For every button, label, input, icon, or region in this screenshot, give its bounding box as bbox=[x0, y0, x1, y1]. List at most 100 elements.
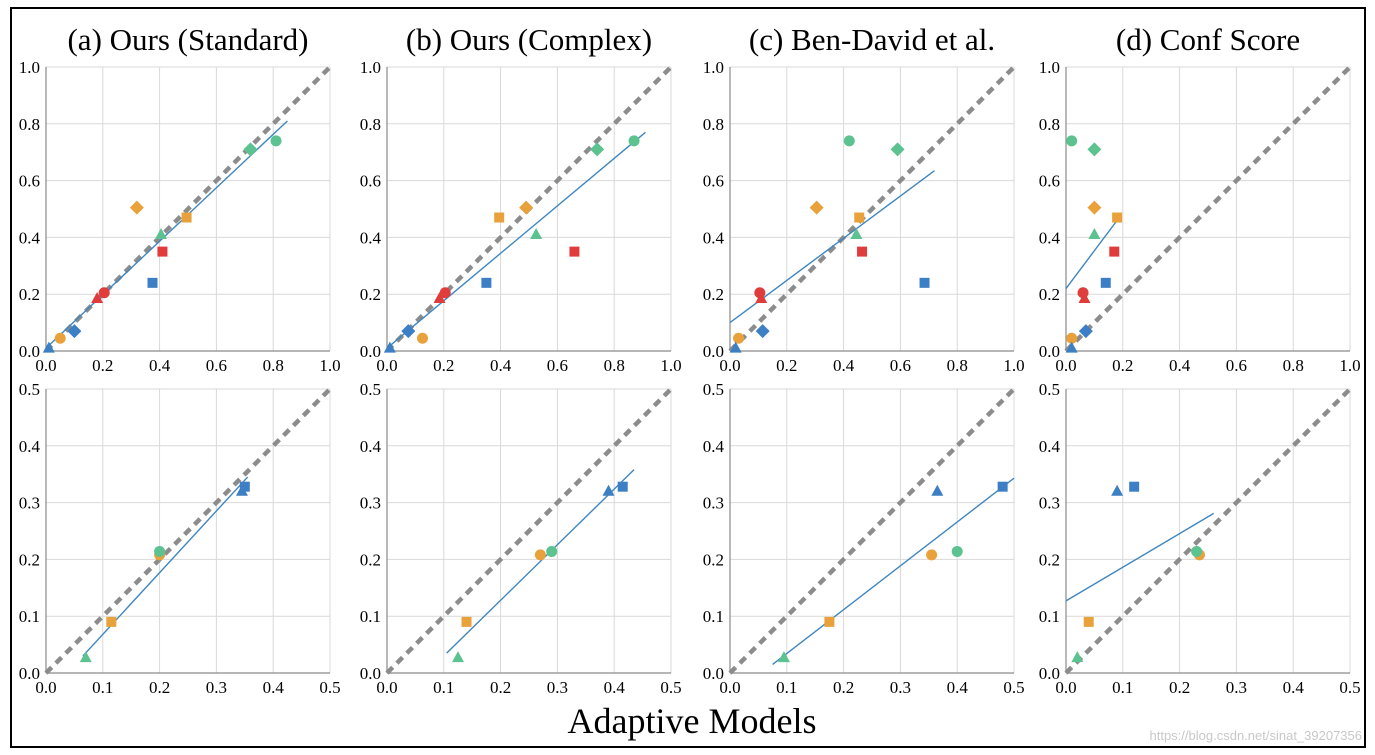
y-tick-label: 0.5 bbox=[19, 380, 40, 399]
y-tick-label: 0.4 bbox=[1039, 437, 1061, 456]
x-tick-label: 1.0 bbox=[1339, 356, 1360, 375]
y-tick-label: 0.3 bbox=[360, 494, 381, 513]
data-point-green-triangle bbox=[79, 651, 92, 663]
x-tick-label: 0.2 bbox=[149, 678, 170, 697]
x-tick-label: 0.0 bbox=[376, 678, 397, 697]
y-tick-label: 0.4 bbox=[1039, 228, 1061, 247]
chart-panel-4: 0.00.0 0.2 0.2 0.4 0.4 0.6 0.6 0.8 0.8 1.0 1.0 (d) … bbox=[1039, 22, 1361, 375]
data-point-blue-square bbox=[239, 481, 250, 492]
y-tick-label: 0.4 bbox=[360, 437, 382, 456]
figure-frame bbox=[10, 7, 1366, 748]
x-tick-label: 0.3 bbox=[1226, 678, 1247, 697]
y-tick-label: 0.1 bbox=[703, 607, 724, 626]
y-tick-label: 0.2 bbox=[703, 550, 724, 569]
y-tick-label: 0.8 bbox=[19, 115, 40, 134]
x-tick-label: 1.0 bbox=[1003, 356, 1024, 375]
data-point-green-triangle bbox=[777, 651, 790, 663]
y-tick-label: 0.0 bbox=[19, 342, 40, 361]
data-point-green-triangle bbox=[155, 228, 168, 240]
y-tick-label: 0.2 bbox=[703, 285, 724, 304]
data-point-green-triangle bbox=[1088, 228, 1101, 240]
chart-panel-5: 0.00.0 0.1 0.1 0.2 0.2 0.3 0.3 0.4 0.4 0.5 0.5 bbox=[19, 380, 341, 697]
data-point-red-square bbox=[857, 246, 868, 257]
y-tick-label: 0.4 bbox=[19, 437, 41, 456]
y-tick-label: 0.1 bbox=[19, 607, 40, 626]
x-tick-label: 0.0 bbox=[35, 356, 56, 375]
x-tick-label: 0.2 bbox=[1112, 356, 1133, 375]
y-tick-label: 0.4 bbox=[19, 228, 41, 247]
y-tick-label: 0.8 bbox=[360, 115, 381, 134]
x-tick-label: 0.2 bbox=[490, 678, 511, 697]
data-point-orange-square bbox=[1083, 616, 1094, 627]
y-tick-label: 0.8 bbox=[703, 115, 724, 134]
y-tick-label: 0.0 bbox=[19, 664, 40, 683]
data-point-red-triangle bbox=[91, 291, 104, 303]
y-tick-label: 0.6 bbox=[1039, 172, 1060, 191]
data-point-green-circle bbox=[154, 545, 166, 557]
data-point-green-triangle bbox=[530, 228, 543, 240]
chart-panel-1: 0.00.0 0.2 0.2 0.4 0.4 0.6 0.6 0.8 0.8 1.0 1.0 (a) … bbox=[19, 22, 341, 375]
data-point-red-circle bbox=[439, 287, 451, 299]
data-point-orange-circle bbox=[54, 332, 66, 344]
x-tick-label: 0.2 bbox=[833, 678, 854, 697]
y-tick-label: 0.2 bbox=[19, 285, 40, 304]
x-tick-label: 0.4 bbox=[947, 678, 969, 697]
data-point-green-triangle bbox=[452, 651, 464, 663]
data-point-green-circle bbox=[628, 135, 640, 147]
data-point-green-circle bbox=[546, 545, 558, 557]
data-point-orange-square bbox=[181, 212, 192, 223]
data-point-red-circle bbox=[98, 287, 110, 299]
data-point-green-circle bbox=[951, 545, 963, 557]
y-tick-label: 0.2 bbox=[1039, 285, 1060, 304]
data-point-orange-circle bbox=[534, 549, 546, 561]
x-tick-label: 0.8 bbox=[947, 356, 968, 375]
data-point-orange-diamond bbox=[1087, 200, 1102, 215]
data-point-blue-triangle bbox=[42, 341, 55, 353]
y-tick-label: 0.6 bbox=[703, 172, 724, 191]
identity-line bbox=[728, 65, 1016, 353]
y-tick-label: 0.0 bbox=[360, 342, 381, 361]
data-point-red-square bbox=[1109, 246, 1120, 257]
panels-group: 0.00.00.20.20.40.40.60.60.80.81.01.0(a) … bbox=[19, 22, 1361, 697]
chart-title: (a) Ours (Standard) bbox=[67, 22, 308, 57]
x-tick-label: 0.2 bbox=[1169, 678, 1190, 697]
x-tick-label: 0.5 bbox=[660, 678, 681, 697]
watermark: https://blog.csdn.net/sinat_39207356 bbox=[1150, 728, 1363, 743]
data-point-blue-triangle bbox=[931, 484, 944, 496]
data-point-green-triangle bbox=[1071, 651, 1084, 663]
data-point-red-circle bbox=[754, 287, 766, 299]
data-point-orange-circle bbox=[1066, 332, 1078, 344]
data-point-blue-square bbox=[617, 481, 628, 492]
y-tick-label: 0.0 bbox=[1039, 342, 1060, 361]
data-point-blue-diamond bbox=[67, 324, 82, 339]
x-tick-label: 0.1 bbox=[1112, 678, 1133, 697]
data-point-orange-circle bbox=[733, 332, 745, 344]
chart-title: (d) Conf Score bbox=[1116, 22, 1300, 57]
x-tick-label: 0.0 bbox=[1055, 356, 1076, 375]
y-tick-label: 0.4 bbox=[703, 228, 725, 247]
data-point-blue-square bbox=[1100, 277, 1111, 288]
y-tick-label: 0.2 bbox=[360, 285, 381, 304]
x-tick-label: 0.0 bbox=[1055, 678, 1076, 697]
fit-line bbox=[1065, 219, 1118, 289]
y-tick-label: 0.4 bbox=[360, 228, 382, 247]
x-tick-label: 1.0 bbox=[319, 356, 340, 375]
x-tick-label: 0.2 bbox=[92, 356, 113, 375]
x-tick-label: 0.4 bbox=[604, 678, 626, 697]
x-tick-label: 0.6 bbox=[1226, 356, 1247, 375]
data-point-blue-square bbox=[1129, 481, 1140, 492]
data-point-blue-triangle bbox=[1065, 341, 1078, 353]
x-tick-label: 0.3 bbox=[890, 678, 911, 697]
y-tick-label: 0.6 bbox=[360, 172, 381, 191]
data-point-green-diamond bbox=[1087, 142, 1102, 157]
data-point-orange-circle bbox=[926, 549, 938, 561]
x-tick-label: 0.1 bbox=[433, 678, 454, 697]
fit-line bbox=[386, 131, 646, 349]
y-tick-label: 0.5 bbox=[703, 380, 724, 399]
y-tick-label: 0.6 bbox=[19, 172, 40, 191]
data-point-orange-circle bbox=[417, 332, 428, 344]
data-point-green-circle bbox=[270, 135, 282, 147]
data-point-blue-diamond bbox=[755, 324, 770, 339]
x-tick-label: 0.6 bbox=[206, 356, 227, 375]
x-tick-label: 0.4 bbox=[490, 356, 512, 375]
